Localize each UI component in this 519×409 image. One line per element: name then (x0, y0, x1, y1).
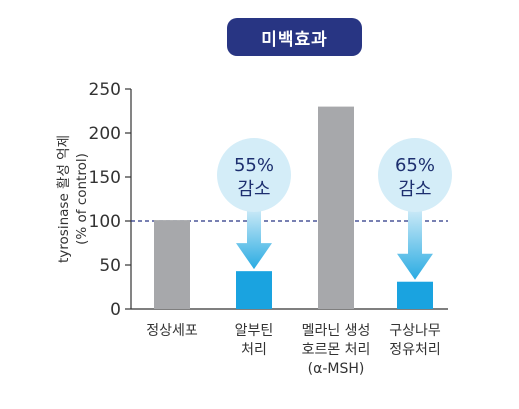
down-arrow-icon (397, 206, 433, 280)
callout-bubble (217, 138, 291, 212)
reduction-callout: 65% 감소 (378, 138, 452, 280)
category-label: 알부틴 처리 (234, 323, 274, 358)
y-axis-label: tyrosinase 활성 억제 (% of control) (56, 135, 90, 263)
y-tick-label: 200 (89, 124, 121, 144)
category-label: 멜라닌 생성 호르몬 처리 (α-MSH) (301, 323, 371, 377)
annotations: 55% 감소 65% 감소 (217, 138, 452, 280)
callout-text: 55% (234, 155, 274, 176)
y-tick-label: 100 (89, 212, 121, 232)
callout-text: 감소 (237, 179, 270, 200)
chart-title-badge: 미백효과 (227, 18, 362, 56)
bars (154, 106, 433, 309)
category-label: 정상세포 (146, 323, 198, 339)
bar (236, 271, 272, 309)
bar (318, 106, 354, 309)
callout-text: 65% (395, 155, 435, 176)
bar (397, 281, 433, 309)
y-tick-label: 50 (99, 256, 121, 276)
category-label: 구상나무 정유처리 (389, 323, 441, 358)
bar (154, 220, 190, 309)
y-tick-label: 250 (89, 80, 121, 100)
y-tick-label: 150 (89, 168, 121, 188)
callout-text: 감소 (398, 179, 431, 200)
y-tick-label: 0 (110, 300, 121, 320)
callout-bubble (378, 138, 452, 212)
reduction-callout: 55% 감소 (217, 138, 291, 270)
down-arrow-icon (236, 206, 272, 270)
